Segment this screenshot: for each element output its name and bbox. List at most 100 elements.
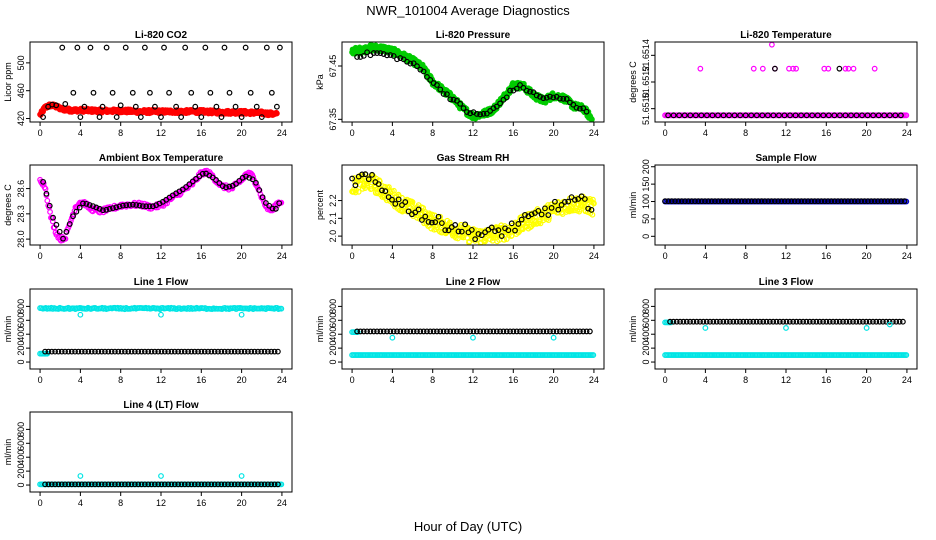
data-point-black xyxy=(178,114,185,121)
data-point-black xyxy=(683,318,690,325)
x-tick-label: 16 xyxy=(821,128,831,138)
data-point-black xyxy=(821,198,828,205)
data-point-magenta xyxy=(842,65,849,72)
panel-line2: Line 2 Flow ml/min 0 4 8 12 16 20 24 0 20040060080… xyxy=(315,277,605,385)
data-point-black xyxy=(492,228,498,235)
y-tick-label: 0 xyxy=(641,360,651,365)
panel-pressure: Li-820 Pressure kPa 0 4 8 12 16 20 24 67.35 67.45 xyxy=(315,30,605,138)
data-point-black xyxy=(878,198,885,205)
data-point-black xyxy=(56,228,63,235)
data-point-black xyxy=(60,235,66,242)
data-point-black xyxy=(95,348,102,355)
data-point-magenta xyxy=(697,65,704,72)
data-point-black xyxy=(507,328,513,335)
data-point-black xyxy=(232,103,239,110)
data-point-black xyxy=(875,198,881,205)
data-point-black xyxy=(175,348,182,355)
y-axis-label: ml/min xyxy=(315,316,325,343)
data-point-black xyxy=(72,348,78,355)
data-point-cyan xyxy=(886,321,893,328)
data-point-black xyxy=(263,44,270,51)
data-point-black xyxy=(520,328,527,335)
data-point-black xyxy=(188,481,195,488)
data-point-black xyxy=(785,198,792,205)
data-point-black xyxy=(359,171,365,178)
data-point-black xyxy=(99,103,106,110)
data-point-black xyxy=(820,318,826,325)
x-tick-label: 8 xyxy=(118,498,123,508)
y-tick-label: 400 xyxy=(16,327,26,342)
data-point-black xyxy=(811,198,818,205)
data-point-black xyxy=(662,198,668,205)
y-axis-label: degrees C xyxy=(628,61,638,103)
x-tick-label: 8 xyxy=(118,375,123,385)
data-point-black xyxy=(577,328,583,335)
data-point-black xyxy=(685,198,692,205)
data-point-black xyxy=(793,318,800,325)
data-point-black xyxy=(555,206,562,213)
data-point-black xyxy=(497,100,504,107)
data-point-black xyxy=(695,198,702,205)
data-point-black xyxy=(96,114,103,121)
plot-area xyxy=(349,171,597,245)
data-point-black xyxy=(113,204,120,211)
data-point-black xyxy=(681,112,688,119)
x-tick-label: 4 xyxy=(390,375,395,385)
data-point-yellow xyxy=(359,185,366,192)
x-tick-label: 8 xyxy=(430,251,435,261)
data-point-black xyxy=(242,44,249,51)
data-point-black xyxy=(445,227,452,234)
data-point-magenta xyxy=(790,65,796,72)
data-point-cyan xyxy=(77,311,84,318)
data-point-black xyxy=(135,348,142,355)
data-point-black xyxy=(434,328,440,335)
data-point-black xyxy=(367,328,374,335)
data-point-black xyxy=(364,49,370,56)
data-point-black xyxy=(223,184,229,191)
data-point-black xyxy=(265,348,271,355)
data-point-black xyxy=(171,348,178,355)
x-tick-label: 4 xyxy=(78,128,83,138)
y-axis-label: ml/min xyxy=(628,316,638,343)
y-axis-label: kPa xyxy=(315,74,325,90)
data-point-black xyxy=(770,318,777,325)
data-point-black xyxy=(247,89,254,96)
data-point-black xyxy=(46,202,53,209)
data-point-black xyxy=(780,318,787,325)
data-point-black xyxy=(188,348,195,355)
data-point-black xyxy=(447,328,454,335)
data-point-black xyxy=(238,114,245,121)
y-tick-label: 200 xyxy=(328,341,338,356)
x-tick-label: 16 xyxy=(196,375,206,385)
data-point-black xyxy=(757,318,763,325)
data-point-yellow xyxy=(352,189,359,196)
data-point-black xyxy=(776,112,782,119)
data-point-black xyxy=(273,103,280,110)
data-point-black xyxy=(175,481,182,488)
data-point-black xyxy=(726,112,732,119)
data-point-black xyxy=(731,112,738,119)
data-point-black xyxy=(518,216,525,223)
data-point-black xyxy=(266,202,273,209)
data-point-black xyxy=(455,228,462,235)
data-point-black xyxy=(490,328,497,335)
data-point-black xyxy=(483,328,490,335)
x-tick-label: 24 xyxy=(902,128,912,138)
x-tick-label: 8 xyxy=(743,128,748,138)
data-point-black xyxy=(349,175,355,182)
data-point-black xyxy=(831,198,838,205)
data-point-black xyxy=(228,481,235,488)
x-tick-label: 24 xyxy=(589,128,599,138)
data-point-cyan xyxy=(238,473,245,479)
data-point-black xyxy=(562,199,568,205)
x-tick-label: 24 xyxy=(277,375,287,385)
data-point-black xyxy=(389,196,395,203)
data-point-cyan xyxy=(77,473,84,479)
data-point-black xyxy=(218,114,225,121)
data-point-black xyxy=(136,202,143,209)
data-point-black xyxy=(255,481,261,488)
data-point-black xyxy=(207,89,214,96)
data-point-black xyxy=(565,198,572,205)
data-point-black xyxy=(151,481,158,488)
data-point-black xyxy=(886,112,893,119)
